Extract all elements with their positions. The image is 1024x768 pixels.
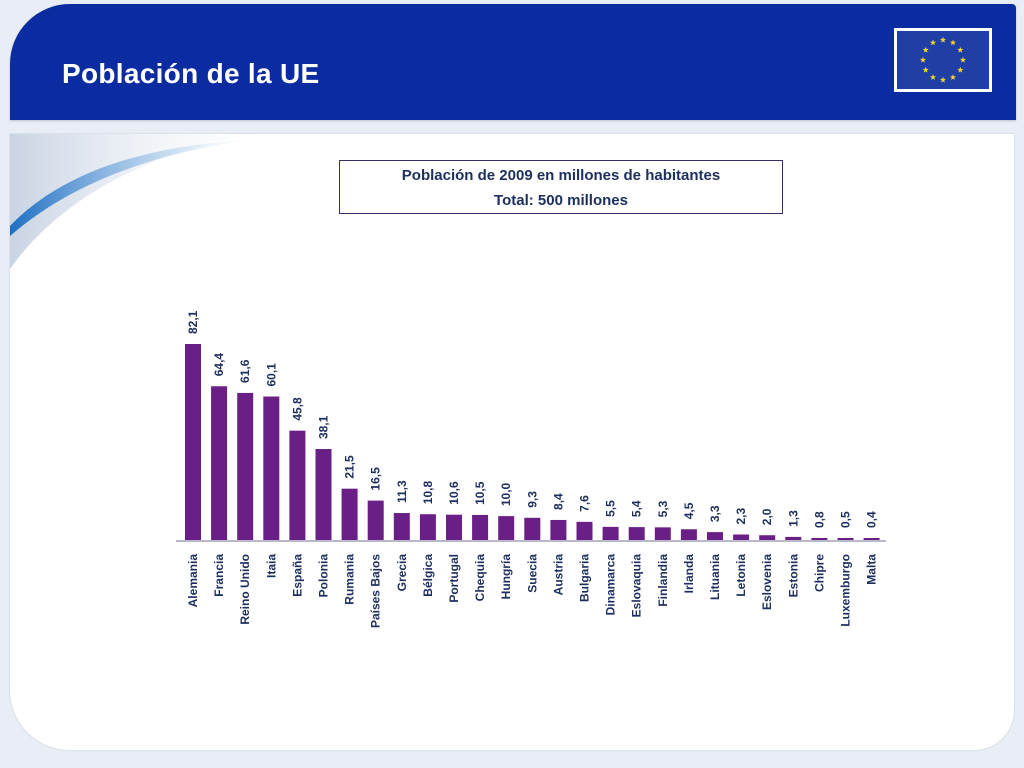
chart-title: Población de 2009 en millones de habitan… <box>401 167 721 184</box>
chart-title-box: Población de 2009 en millones de habitan… <box>339 160 783 214</box>
flag-star <box>957 66 964 73</box>
header-bar <box>10 4 1016 120</box>
flag-star <box>959 56 967 63</box>
decorative-swoosh <box>10 134 260 269</box>
flag-star <box>929 74 937 80</box>
flag-star <box>929 39 937 46</box>
page-title: Población de la UE <box>62 58 320 89</box>
content-panel <box>10 134 1014 750</box>
flag-star <box>922 66 929 73</box>
flag-star <box>957 46 964 53</box>
flag-star <box>919 56 927 63</box>
flag-star <box>949 74 957 80</box>
flag-star <box>939 36 947 43</box>
flag-star <box>939 76 947 83</box>
eu-flag-stars <box>919 36 967 83</box>
chart-subtitle: Total: 500 millones <box>494 192 628 209</box>
eu-flag-icon <box>894 28 992 92</box>
flag-star <box>922 46 929 53</box>
flag-star <box>949 39 957 46</box>
